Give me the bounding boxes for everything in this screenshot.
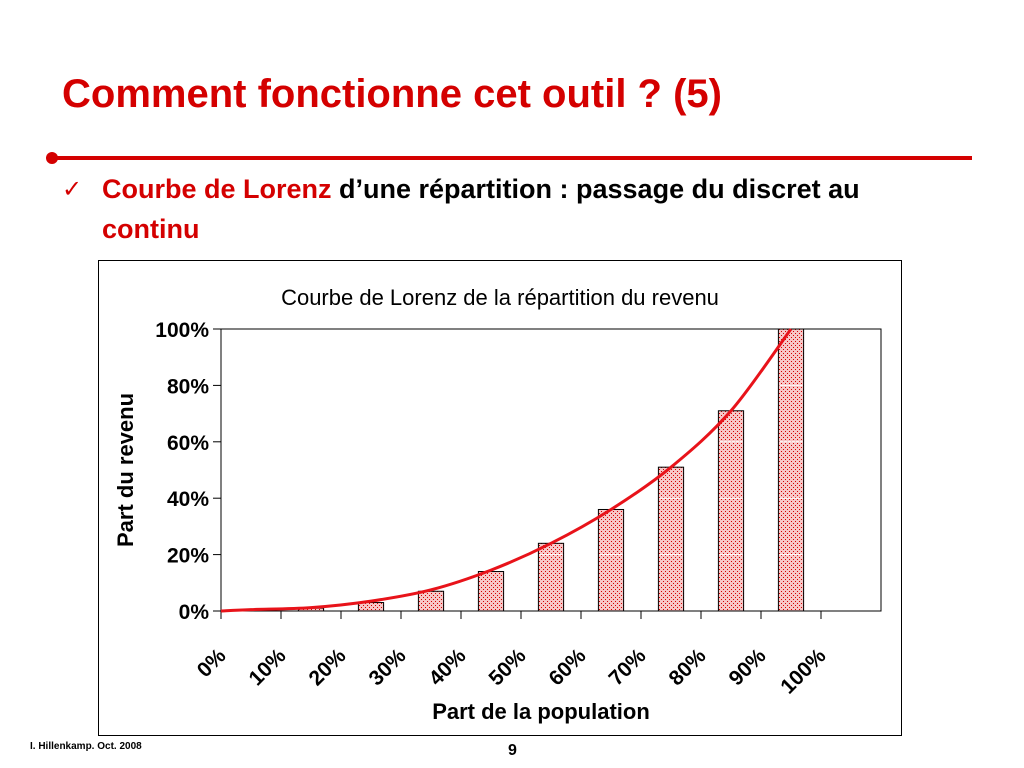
y-tick-label: 40% xyxy=(167,488,209,511)
title-dot xyxy=(46,152,58,164)
x-tick-label: 70% xyxy=(605,644,651,690)
x-tick-label: 10% xyxy=(245,644,291,690)
y-tick-label: 60% xyxy=(167,432,209,455)
bar xyxy=(777,328,805,612)
bullet-highlight-continu: continu xyxy=(102,214,200,244)
bullet-body: d’une répartition : passage du discret a… xyxy=(331,174,860,204)
y-tick-label: 0% xyxy=(179,601,210,624)
bar xyxy=(597,508,625,612)
lorenz-curve xyxy=(220,328,793,613)
y-axis: 0% 20% 40% 60% 80% 100% xyxy=(155,319,221,624)
bar xyxy=(717,410,745,612)
y-tick-label: 80% xyxy=(167,375,209,398)
page-number: 9 xyxy=(508,742,517,759)
y-tick-label: 20% xyxy=(167,545,209,568)
chart-frame: Courbe de Lorenz de la répartition du re… xyxy=(98,260,902,736)
x-tick-label: 40% xyxy=(425,644,471,690)
y-axis-label: Part du revenu xyxy=(113,393,138,547)
bullet-highlight-lorenz: Courbe de Lorenz xyxy=(102,174,332,204)
chart-title: Courbe de Lorenz de la répartition du re… xyxy=(281,285,719,310)
x-tick-label: 90% xyxy=(725,644,771,690)
x-tick-label: 50% xyxy=(485,644,531,690)
lorenz-chart: Courbe de Lorenz de la répartition du re… xyxy=(113,285,882,724)
footer-author: I. Hillenkamp. Oct. 2008 xyxy=(30,741,142,752)
title-rule xyxy=(52,156,972,160)
bar xyxy=(477,571,505,612)
x-tick-label: 20% xyxy=(305,644,351,690)
x-tick-label: 80% xyxy=(665,644,711,690)
x-tick-label: 100% xyxy=(776,644,830,698)
bar xyxy=(657,466,685,612)
y-tick-label: 100% xyxy=(155,319,209,342)
x-tick-label: 0% xyxy=(193,644,231,682)
checkmark-icon: ✓ xyxy=(62,175,83,203)
x-axis: 0% 10% 20% 30% 40% 50% 60% 70% 80% 90% 100% xyxy=(193,611,831,699)
bars-group xyxy=(237,328,805,612)
bar xyxy=(537,542,565,612)
x-tick-label: 30% xyxy=(365,644,411,690)
x-axis-label: Part de la population xyxy=(432,699,650,724)
bar xyxy=(417,590,445,612)
bullet-text: Courbe de Lorenz d’une répartition : pas… xyxy=(102,169,942,249)
x-tick-label: 60% xyxy=(545,644,591,690)
slide-title: Comment fonctionne cet outil ? (5) xyxy=(62,72,722,116)
